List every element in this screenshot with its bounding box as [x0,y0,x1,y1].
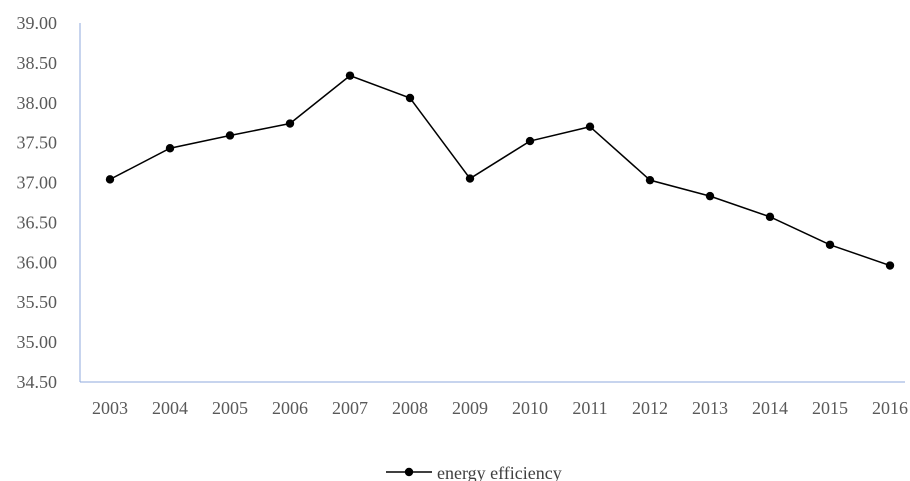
y-tick-label: 36.50 [17,212,58,232]
y-tick-label: 37.50 [17,133,58,153]
x-tick-label: 2012 [632,398,668,418]
y-tick-label: 38.00 [17,93,58,113]
data-point [885,261,895,270]
x-tick-label: 2005 [212,398,248,418]
y-tick-label: 35.50 [17,292,58,312]
y-tick-label: 36.00 [17,252,58,272]
data-point [225,131,235,140]
series-line [109,74,891,267]
data-point [765,212,775,222]
series-energy-efficiency [105,71,895,270]
x-tick-label: 2007 [332,398,368,418]
data-point [165,144,175,153]
legend: energy efficiency [386,463,562,481]
y-axis: 34.50 35.00 35.50 36.00 36.50 37.00 37.50 38.00… [17,13,81,392]
x-tick-label: 2006 [272,398,308,418]
data-point [285,119,295,128]
y-tick-label: 37.00 [17,173,58,193]
legend-dot-marker [404,467,414,477]
x-tick-label: 2014 [752,398,788,418]
x-tick-label: 2016 [872,398,908,418]
x-tick-label: 2015 [812,398,848,418]
x-tick-label: 2009 [452,398,488,418]
data-point [105,175,115,184]
data-point [705,191,715,201]
x-tick-label: 2013 [692,398,728,418]
data-point [345,71,355,80]
x-tick-label: 2004 [152,398,188,418]
legend-label-energy-efficiency: energy efficiency [437,463,562,481]
data-point [645,175,655,185]
data-point [405,93,415,103]
x-tick-label: 2008 [392,398,428,418]
x-tick-label: 2003 [92,398,128,418]
data-point [825,240,835,249]
x-tick-label: 2011 [572,398,607,418]
x-tick-label: 2010 [512,398,548,418]
y-tick-label: 38.50 [17,53,58,73]
data-point [525,136,535,146]
data-point [585,122,595,131]
y-tick-label: 35.00 [17,332,58,352]
y-tick-label: 34.50 [17,372,58,392]
x-axis: 2003 2004 2005 2006 2007 2008 2009 2010 2011 2012… [80,381,908,418]
y-tick-label: 39.00 [17,13,58,33]
data-point [465,174,475,183]
